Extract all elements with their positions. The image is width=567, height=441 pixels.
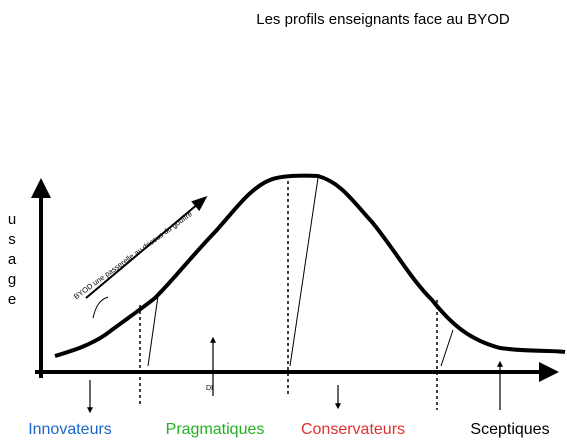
y-label-letter: a <box>8 251 17 268</box>
profile-arrows <box>87 336 503 414</box>
adoption-curve <box>54 173 566 358</box>
y-label-letter: s <box>8 231 16 248</box>
marker-label: DI <box>206 385 213 392</box>
profile-label: Sceptiques <box>470 421 549 438</box>
y-label-letter: e <box>8 291 16 308</box>
profile-label: Innovateurs <box>28 421 112 438</box>
y-label-letter: u <box>8 211 16 228</box>
title: Les profils enseignants face au BYOD <box>256 11 510 28</box>
gap-lines <box>147 177 454 367</box>
y-label-letter: g <box>8 271 16 288</box>
annotation: BYOD une passerelle au dessus du gouffre <box>72 209 194 301</box>
squiggle <box>92 296 109 319</box>
profile-label: Pragmatiques <box>166 421 265 438</box>
bridge-arrow <box>85 195 208 299</box>
profile-label: Conservateurs <box>301 421 405 438</box>
separators <box>139 175 438 410</box>
